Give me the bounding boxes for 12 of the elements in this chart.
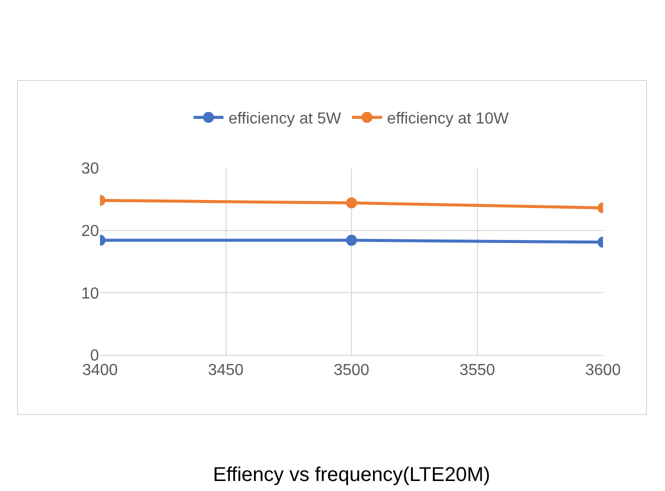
- x-tick-label: 3450: [208, 362, 244, 380]
- legend-label: efficiency at 5W: [228, 110, 342, 128]
- y-tick-label: 30: [81, 160, 100, 178]
- x-tick-label: 3500: [334, 362, 370, 380]
- y-tick-label: 20: [81, 222, 100, 240]
- y-tick-label: 10: [81, 285, 100, 302]
- y-tick-label: 0: [90, 348, 100, 365]
- legend-label: efficiency at 10W: [387, 110, 510, 128]
- x-tick-label: 3400: [82, 362, 118, 380]
- x-tick-label: 3550: [459, 362, 496, 380]
- x-tick-label: 3600: [585, 362, 621, 380]
- text: Effiency vs frequency(LTE20M): [213, 464, 490, 486]
